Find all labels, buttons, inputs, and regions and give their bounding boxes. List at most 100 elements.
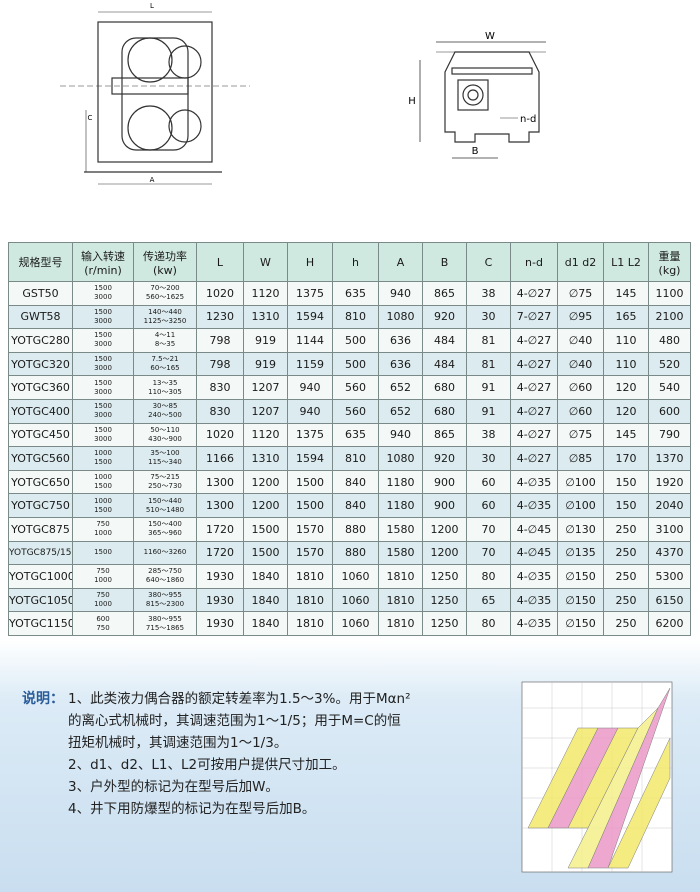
cell-line: 600 bbox=[96, 614, 110, 623]
table-cell: ∅85 bbox=[557, 446, 604, 471]
table-cell: 810 bbox=[332, 446, 379, 471]
table-cell: 91 bbox=[466, 375, 511, 400]
table-cell: 600 750 bbox=[72, 611, 134, 636]
table-cell: 1060 bbox=[332, 564, 379, 589]
table-cell: 1500 3000 bbox=[72, 281, 134, 306]
table-cell: 5300 bbox=[648, 564, 691, 589]
table-cell: ∅60 bbox=[557, 375, 604, 400]
table-cell: 1594 bbox=[287, 446, 333, 471]
header-text: B bbox=[440, 255, 449, 269]
table-row: GST50 1500 3000 70～200 560～1625 1020 1120 1375 6… bbox=[8, 281, 691, 306]
table-cell: 250 bbox=[603, 564, 649, 589]
table-cell: 1000 1500 bbox=[72, 446, 134, 471]
cell-line: 60～165 bbox=[150, 364, 180, 373]
cell-line: 1160～3260 bbox=[143, 548, 187, 557]
cell-line: 1500 bbox=[94, 284, 112, 293]
table-cell: 540 bbox=[648, 375, 691, 400]
notes: 说明： 1、此类液力偶合器的额定转差率为1.5～3%。用于Mαn²的离心式机械时… bbox=[22, 688, 412, 820]
cell-line: 640～1860 bbox=[145, 576, 185, 585]
table-cell: 150～400 365～960 bbox=[133, 516, 197, 542]
table-cell: 1570 bbox=[287, 516, 333, 542]
table-cell: 4-∅35 bbox=[510, 493, 558, 518]
table-cell: 750 1000 bbox=[72, 587, 134, 613]
header-cell: W bbox=[243, 242, 288, 282]
table-cell: YOTGC560 bbox=[8, 446, 73, 471]
table-cell: 4-∅27 bbox=[510, 328, 558, 353]
table-cell: 30～85 240～500 bbox=[133, 398, 197, 424]
table-cell: 1250 bbox=[422, 587, 467, 613]
cell-line: 3000 bbox=[94, 364, 112, 373]
note-item: 4、井下用防爆型的标记为在型号后加B。 bbox=[68, 801, 316, 817]
table-cell: 1060 bbox=[332, 587, 379, 613]
table-cell: ∅40 bbox=[557, 328, 604, 353]
table-cell: 652 bbox=[378, 375, 423, 400]
header-cell: h bbox=[332, 242, 379, 282]
table-cell: 920 bbox=[422, 446, 467, 471]
table-cell: 81 bbox=[466, 351, 511, 377]
table-cell: 1159 bbox=[287, 351, 333, 377]
cell-line: 3000 bbox=[94, 340, 112, 349]
table-cell: 680 bbox=[422, 375, 467, 400]
table-cell: 7-∅27 bbox=[510, 304, 558, 330]
table-cell: 1180 bbox=[378, 493, 423, 518]
cell-line: 1500 bbox=[94, 425, 112, 434]
table-cell: 145 bbox=[603, 422, 649, 448]
table-cell: 91 bbox=[466, 398, 511, 424]
table-cell: 60 bbox=[466, 469, 511, 495]
table-cell: 560 bbox=[332, 375, 379, 400]
table-cell: 1080 bbox=[378, 304, 423, 330]
table-cell: 70 bbox=[466, 516, 511, 542]
table-row: YOTGC1150 600 750 380～955 715～1865 1930 1840 18… bbox=[8, 611, 691, 636]
table-cell: YOTGC750 bbox=[8, 493, 73, 518]
table-cell: 1594 bbox=[287, 304, 333, 330]
table-cell: 1300 bbox=[196, 493, 244, 518]
cell-line: 560～1625 bbox=[145, 293, 185, 302]
header-text: 传递功率 bbox=[143, 249, 187, 263]
table-cell: 750 1000 bbox=[72, 564, 134, 589]
table-cell: 750 1000 bbox=[72, 516, 134, 542]
table-cell: 919 bbox=[243, 351, 288, 377]
header-cell: L1 L2 bbox=[603, 242, 649, 282]
table-cell: 81 bbox=[466, 328, 511, 353]
table-cell: 1840 bbox=[243, 611, 288, 636]
cell-line: 75～215 bbox=[150, 473, 180, 482]
cell-line: 30～85 bbox=[152, 402, 178, 411]
table-cell: 1300 bbox=[196, 469, 244, 495]
table-cell: 1207 bbox=[243, 398, 288, 424]
cell-line: 1000 bbox=[94, 473, 112, 482]
table-cell: 1020 bbox=[196, 281, 244, 306]
cell-line: 1500 bbox=[94, 378, 112, 387]
table-cell: 1570 bbox=[287, 540, 333, 566]
header-text: 规格型号 bbox=[18, 256, 63, 269]
table-cell: 1000 1500 bbox=[72, 493, 134, 518]
table-cell: 170 bbox=[603, 446, 649, 471]
table-cell: YOTGC1150 bbox=[8, 611, 73, 636]
table-cell: 1580 bbox=[378, 540, 423, 566]
table-cell: 150 bbox=[603, 493, 649, 518]
table-cell: 6200 bbox=[648, 611, 691, 636]
table-cell: 1930 bbox=[196, 564, 244, 589]
table-row: YOTGC875/150015001160～326017201500157088… bbox=[8, 540, 691, 566]
table-cell: 1500 3000 bbox=[72, 398, 134, 424]
table-cell: 1180 bbox=[378, 469, 423, 495]
table-cell: 1000 1500 bbox=[72, 469, 134, 495]
table-cell: ∅95 bbox=[557, 304, 604, 330]
table-cell: 600 bbox=[648, 398, 691, 424]
table-cell: 480 bbox=[648, 328, 691, 353]
table-cell: 30 bbox=[466, 304, 511, 330]
table-cell: 1840 bbox=[243, 564, 288, 589]
dim-label: C bbox=[88, 114, 93, 122]
table-cell: 940 bbox=[378, 422, 423, 448]
table-cell: 70 bbox=[466, 540, 511, 566]
cell-line: 1000 bbox=[94, 496, 112, 505]
cell-line: 750 bbox=[96, 567, 110, 576]
table-cell: 1207 bbox=[243, 375, 288, 400]
dim-label: A bbox=[150, 176, 155, 184]
table-cell: 140～440 1125～3250 bbox=[133, 304, 197, 330]
cell-line: 750 bbox=[96, 591, 110, 600]
cell-line: 715～1865 bbox=[145, 623, 185, 632]
table-cell: 150～440 510～1480 bbox=[133, 493, 197, 518]
table-cell: YOTGC320 bbox=[8, 351, 73, 377]
table-cell: 1200 bbox=[422, 540, 467, 566]
